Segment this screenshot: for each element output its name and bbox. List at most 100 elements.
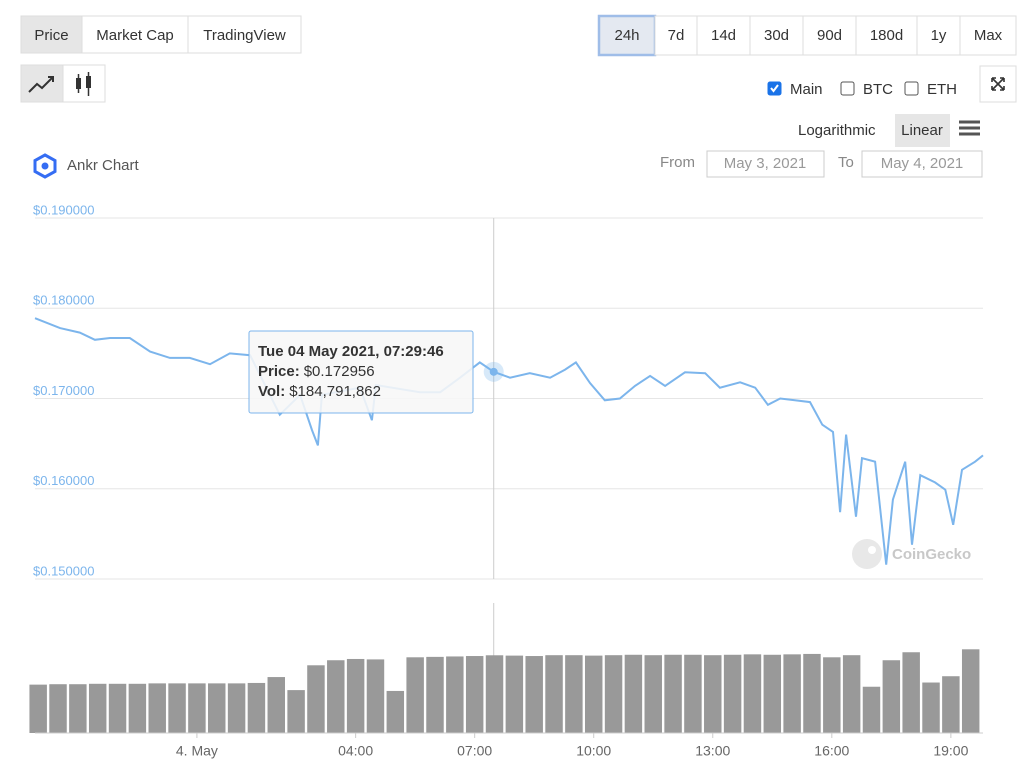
logo-dot bbox=[41, 162, 49, 170]
range-button[interactable] bbox=[696, 15, 751, 56]
volume-bar bbox=[465, 656, 484, 733]
tab-label: Market Cap bbox=[96, 27, 174, 44]
range-label: 90d bbox=[817, 27, 842, 44]
range-label: 180d bbox=[870, 27, 903, 44]
volume-bar bbox=[565, 655, 583, 733]
candlestick-button[interactable] bbox=[62, 64, 106, 103]
volume-bar bbox=[88, 683, 107, 733]
volume-bar bbox=[723, 654, 742, 733]
tooltip-volume-value: $184,791,862 bbox=[289, 383, 381, 400]
x-tick-label: 04:00 bbox=[338, 743, 373, 759]
volume-bar bbox=[823, 657, 841, 733]
volume-bar bbox=[862, 686, 881, 733]
tab-label: Price bbox=[34, 27, 68, 44]
toggle-label: BTC bbox=[863, 81, 893, 98]
tab-button[interactable] bbox=[187, 15, 302, 54]
range-button[interactable] bbox=[654, 15, 698, 56]
volume-bar bbox=[108, 683, 127, 733]
volume-bar bbox=[148, 683, 166, 733]
range-label: 30d bbox=[764, 27, 789, 44]
tooltip-price-value: $0.172956 bbox=[304, 363, 375, 380]
tooltip-volume: Vol: $184,791,862 bbox=[258, 383, 381, 400]
tooltip: Tue 04 May 2021, 07:29:46 Price: $0.172956… bbox=[248, 330, 474, 414]
volume-bar bbox=[684, 654, 702, 733]
range-label: Max bbox=[974, 27, 1003, 44]
line-chart-button[interactable] bbox=[20, 64, 64, 103]
ankr-logo bbox=[33, 153, 57, 179]
tab-label: TradingView bbox=[203, 27, 286, 44]
from-date: May 3, 2021 bbox=[724, 155, 807, 172]
range-label: 14d bbox=[711, 27, 736, 44]
scale-option[interactable]: Logarithmic bbox=[798, 122, 876, 139]
tooltip-price-label: Price: bbox=[258, 363, 300, 380]
range-label: 1y bbox=[931, 27, 947, 44]
volume-bar bbox=[604, 655, 623, 733]
y-tick-label: $0.170000 bbox=[33, 383, 94, 398]
volume-bar bbox=[545, 655, 563, 733]
tooltip-price: Price: $0.172956 bbox=[258, 363, 375, 380]
line-icon-arrow bbox=[48, 76, 54, 82]
x-tick-label: 07:00 bbox=[457, 743, 492, 759]
x-tick-label: 13:00 bbox=[695, 743, 730, 759]
menu-icon[interactable] bbox=[959, 120, 980, 136]
volume-bar bbox=[426, 656, 444, 733]
y-tick-label: $0.150000 bbox=[33, 563, 94, 578]
tooltip-date: Tue 04 May 2021, 07:29:46 bbox=[258, 343, 444, 360]
scale-option-active[interactable] bbox=[895, 114, 950, 147]
y-tick-label: $0.190000 bbox=[33, 202, 94, 217]
volume-bar bbox=[624, 654, 643, 733]
volume-bar bbox=[208, 683, 226, 733]
volume-bar bbox=[49, 684, 67, 733]
to-label: To bbox=[838, 154, 854, 171]
range-label: 7d bbox=[668, 27, 685, 44]
tooltip-volume-label: Vol: bbox=[258, 383, 285, 400]
volume-bar bbox=[842, 655, 861, 733]
logo-hex bbox=[33, 153, 57, 179]
to-input[interactable] bbox=[861, 150, 983, 178]
range-button[interactable] bbox=[959, 15, 1017, 56]
checkbox[interactable] bbox=[904, 81, 919, 96]
volume-bar bbox=[922, 682, 940, 733]
volume-bar bbox=[188, 683, 206, 733]
line-icon bbox=[28, 76, 54, 93]
volume-bar bbox=[942, 676, 960, 733]
checkbox[interactable] bbox=[840, 81, 855, 96]
volume-bar bbox=[168, 683, 186, 733]
volume-bar bbox=[327, 660, 345, 733]
volume-bar bbox=[247, 682, 266, 733]
volume-bar bbox=[346, 658, 365, 733]
volume-bar bbox=[803, 653, 821, 733]
volume-bar bbox=[287, 690, 305, 733]
to-date: May 4, 2021 bbox=[881, 155, 964, 172]
volume-bar bbox=[485, 655, 504, 733]
toggle-label: ETH bbox=[927, 81, 957, 98]
range-label: 24h bbox=[614, 27, 639, 44]
volume-bar bbox=[882, 660, 901, 733]
price-line bbox=[34, 317, 984, 565]
watermark-eye bbox=[868, 546, 876, 554]
volume-bar bbox=[446, 656, 464, 733]
scale-option[interactable]: Linear bbox=[901, 122, 943, 139]
tab-button[interactable] bbox=[81, 15, 189, 54]
from-label: From bbox=[660, 154, 695, 171]
volume-bar bbox=[664, 654, 682, 733]
y-tick-label: $0.160000 bbox=[33, 473, 94, 488]
tooltip-box bbox=[248, 330, 474, 414]
hover-point bbox=[489, 367, 498, 376]
from-input[interactable] bbox=[706, 150, 825, 178]
x-tick-label: 16:00 bbox=[814, 743, 849, 759]
volume-bar bbox=[743, 654, 762, 733]
volume-bar bbox=[227, 683, 246, 733]
toggle-label: Main bbox=[790, 81, 823, 98]
range-button[interactable] bbox=[749, 15, 804, 56]
fullscreen-icon bbox=[991, 77, 1005, 91]
volume-bar bbox=[406, 657, 424, 733]
volume-bar bbox=[128, 683, 147, 733]
tab-button[interactable] bbox=[20, 15, 83, 54]
watermark: CoinGecko bbox=[892, 546, 971, 563]
range-button[interactable] bbox=[855, 15, 918, 56]
volume-bar bbox=[386, 690, 405, 733]
x-tick-label: 19:00 bbox=[933, 743, 968, 759]
volume-bar bbox=[267, 677, 285, 733]
volume-bar bbox=[584, 655, 603, 733]
